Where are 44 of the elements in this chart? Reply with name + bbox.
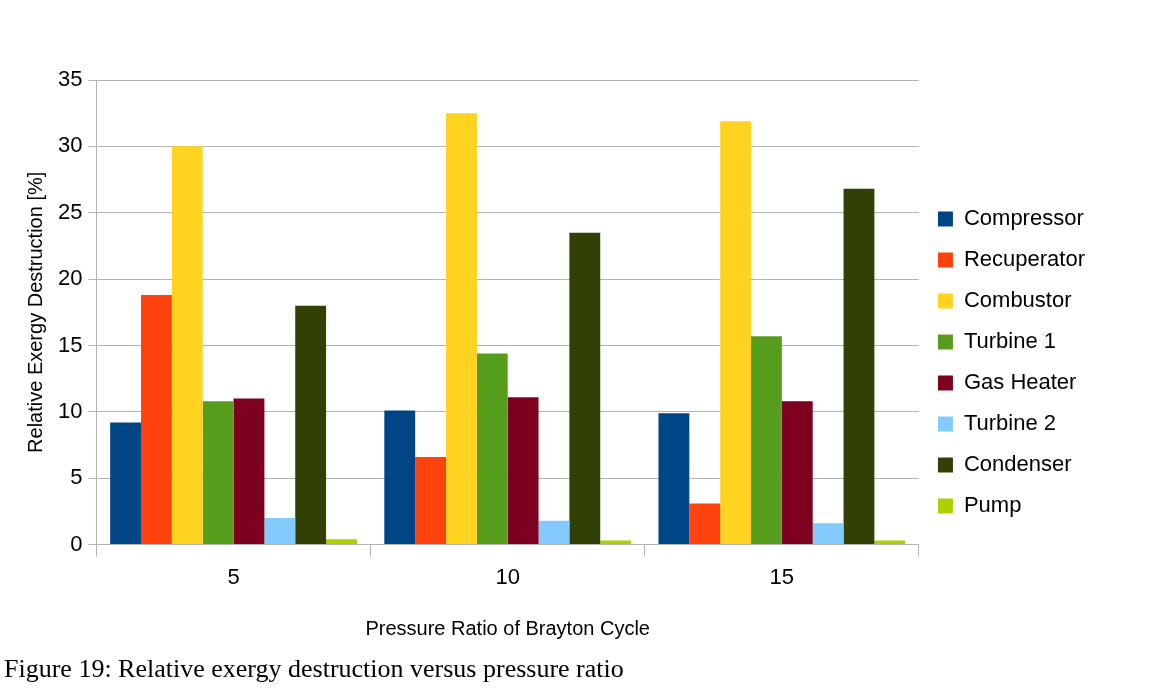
x-tick-label: 5 [227,563,240,589]
bar [295,305,327,545]
bar [689,503,721,545]
bar [233,398,265,545]
bar [843,188,875,545]
y-tick-label: 20 [57,265,83,291]
x-tick-label: 10 [495,563,520,589]
legend-label: Gas Heater [963,369,1077,395]
y-axis-title: Relative Exergy Destruction [%] [23,171,46,453]
bar [384,410,416,545]
x-axis-title: Pressure Ratio of Brayton Cycle [365,616,650,639]
y-tick-label: 15 [57,331,83,357]
bar [569,232,601,545]
caption: Figure 19: Relative exergy destruction versus pressure ratio [4,654,624,684]
bar [538,520,570,545]
legend-label: Turbine 2 [963,410,1057,436]
bar [751,336,782,545]
bar [141,295,172,545]
bar [812,523,844,545]
bar [476,353,508,545]
bar [202,401,234,545]
bar [264,518,296,545]
bar [326,539,357,545]
y-tick-label: 0 [70,530,83,556]
bar [415,456,447,545]
bar [720,121,752,545]
y-tick-label: 10 [57,397,83,423]
bar [507,397,539,545]
legend-label: Recuperator [963,246,1086,272]
legend-label: Compressor [963,205,1084,231]
legend-label: Condenser [963,451,1072,477]
bar [110,422,142,545]
bar [781,401,813,545]
y-tick-label: 35 [57,66,83,92]
bar [446,113,477,545]
y-tick-label: 25 [57,198,83,224]
legend-label: Pump [963,492,1022,518]
x-tick-label: 15 [769,563,795,589]
legend-label: Turbine 1 [963,328,1057,354]
legend-label: Combustor [963,287,1072,313]
y-tick-label: 5 [70,464,83,490]
bar [658,413,690,545]
y-tick-label: 30 [57,132,83,158]
bar [171,146,203,545]
